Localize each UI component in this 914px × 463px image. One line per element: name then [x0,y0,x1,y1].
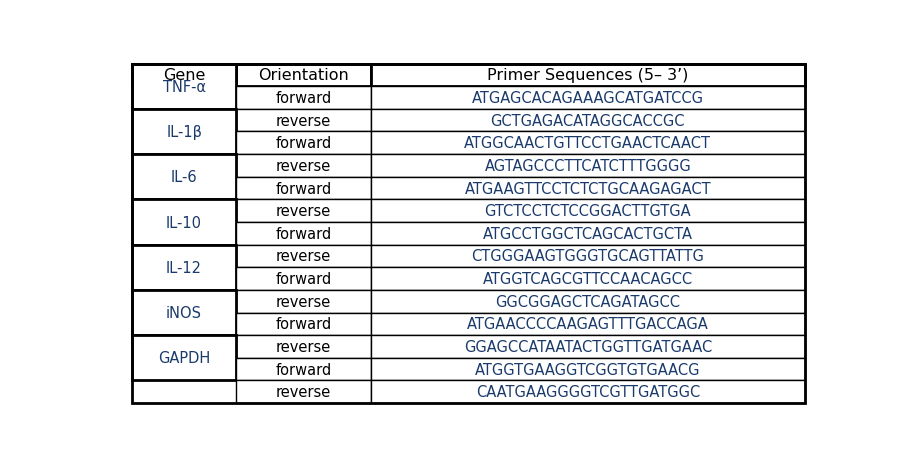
Text: reverse: reverse [276,159,331,174]
Bar [132,290,236,335]
Bar [371,245,805,268]
Bar [371,132,805,155]
Bar [132,245,236,290]
Text: ATGGTCAGCGTTCCAACAGCC: ATGGTCAGCGTTCCAACAGCC [483,271,693,287]
Bar [371,177,805,200]
Bar [132,335,236,381]
Text: IL-12: IL-12 [166,260,202,275]
Bar [371,381,805,403]
Bar [236,177,371,200]
Text: reverse: reverse [276,294,331,309]
Bar [371,268,805,290]
Bar [236,268,371,290]
Bar [236,335,371,358]
Bar [236,132,371,155]
Text: forward: forward [275,317,332,332]
Bar [236,64,371,87]
Text: CAATGAAGGGGTCGTTGATGGC: CAATGAAGGGGTCGTTGATGGC [476,384,700,400]
Text: TNF-α: TNF-α [163,80,206,94]
Bar [371,155,805,177]
Text: CTGGGAAGTGGGTGCAGTTATTG: CTGGGAAGTGGGTGCAGTTATTG [472,249,705,264]
Bar [236,110,371,132]
Text: ATGGCAACTGTTCCTGAACTCAACT: ATGGCAACTGTTCCTGAACTCAACT [464,136,711,151]
Text: IL-1β: IL-1β [166,125,202,140]
Bar [236,381,371,403]
Text: reverse: reverse [276,339,331,354]
Bar [371,64,805,87]
Text: forward: forward [275,271,332,287]
Bar [132,64,236,110]
Text: Primer Sequences (5– 3’): Primer Sequences (5– 3’) [487,68,688,83]
Bar [236,155,371,177]
Bar [371,313,805,335]
Bar [236,313,371,335]
Bar [132,64,236,87]
Bar [236,87,371,110]
Text: GCTGAGACATAGGCACCGC: GCTGAGACATAGGCACCGC [491,113,686,128]
Text: ATGAACCCCAAGAGTTTGACCAGA: ATGAACCCCAAGAGTTTGACCAGA [467,317,708,332]
Text: Gene: Gene [163,68,206,83]
Text: reverse: reverse [276,384,331,400]
Bar [236,245,371,268]
Text: GGAGCCATAATACTGGTTGATGAAC: GGAGCCATAATACTGGTTGATGAAC [463,339,712,354]
Bar [236,200,371,223]
Text: reverse: reverse [276,204,331,219]
Text: IL-10: IL-10 [166,215,202,230]
Text: ATGAAGTTCCTCTCTGCAAGAGACT: ATGAAGTTCCTCTCTGCAAGAGACT [464,181,711,196]
Bar [236,290,371,313]
Text: ATGGTGAAGGTCGGTGTGAACG: ATGGTGAAGGTCGGTGTGAACG [475,362,701,377]
Bar [371,335,805,358]
Bar [132,200,236,245]
Text: ATGCCTGGCTCAGCACTGCTA: ATGCCTGGCTCAGCACTGCTA [483,226,693,241]
Text: GGCGGAGCTCAGATAGCC: GGCGGAGCTCAGATAGCC [495,294,680,309]
Text: forward: forward [275,136,332,151]
Bar [132,110,236,155]
Text: forward: forward [275,181,332,196]
Text: iNOS: iNOS [166,306,202,320]
Text: IL-6: IL-6 [171,170,197,185]
Text: Orientation: Orientation [258,68,349,83]
Text: forward: forward [275,362,332,377]
Bar [371,358,805,381]
Text: AGTAGCCCTTCATCTTTGGGG: AGTAGCCCTTCATCTTTGGGG [484,159,691,174]
Bar [132,155,236,200]
Bar [371,87,805,110]
Text: reverse: reverse [276,249,331,264]
Text: ATGAGCACAGAAAGCATGATCCG: ATGAGCACAGAAAGCATGATCCG [472,91,704,106]
Text: forward: forward [275,226,332,241]
Text: reverse: reverse [276,113,331,128]
Bar [371,290,805,313]
Text: GTCTCCTCTCCGGACTTGTGA: GTCTCCTCTCCGGACTTGTGA [484,204,691,219]
Text: GAPDH: GAPDH [158,350,210,365]
Text: forward: forward [275,91,332,106]
Bar [236,223,371,245]
Bar [371,110,805,132]
Bar [236,358,371,381]
Bar [371,200,805,223]
Bar [371,223,805,245]
